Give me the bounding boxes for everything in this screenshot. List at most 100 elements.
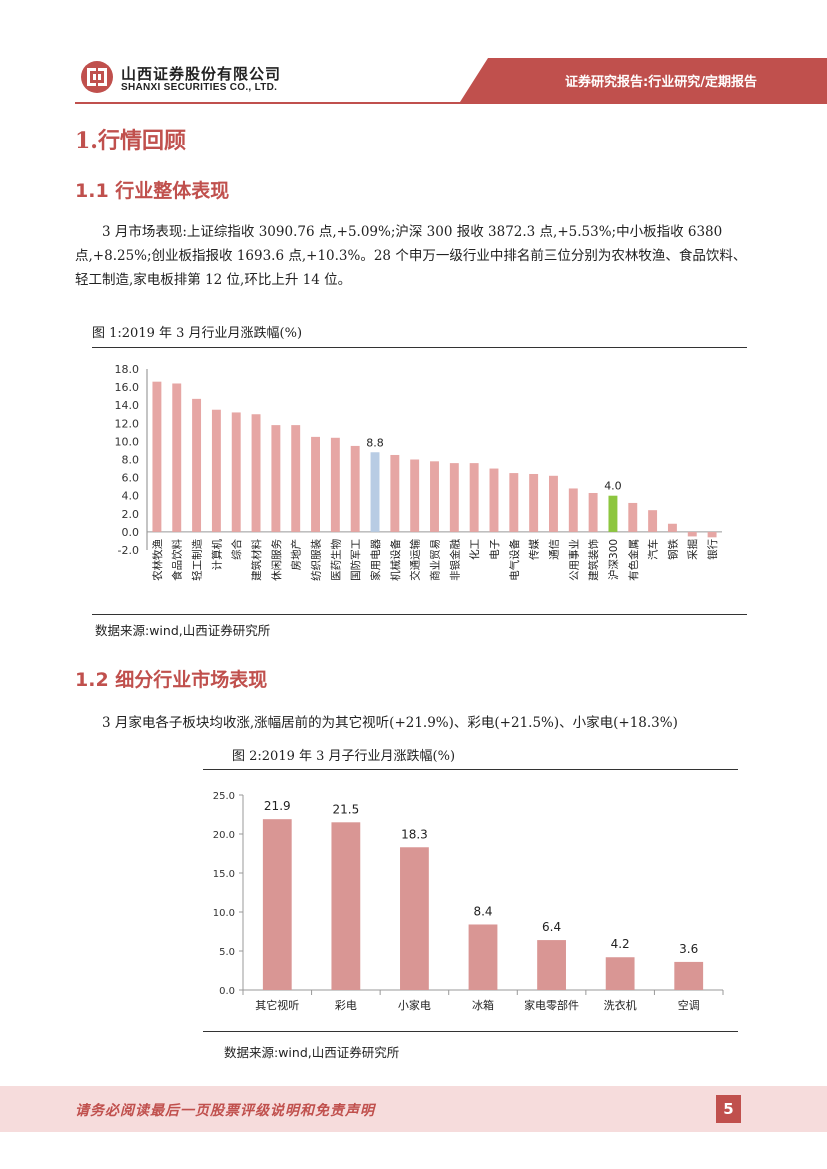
- bar: [588, 492, 598, 532]
- data-label: 3.6: [679, 942, 698, 956]
- bar: [410, 459, 420, 532]
- y-tick-label: 0.0: [219, 986, 235, 997]
- bar: [311, 436, 320, 532]
- company-logo-icon: [81, 61, 113, 93]
- x-tick-label: 电气设备: [508, 538, 521, 580]
- bar: [509, 473, 519, 532]
- x-tick-label: 房地产: [290, 539, 303, 571]
- x-tick-label: 电子: [488, 539, 501, 560]
- bar: [152, 381, 162, 532]
- bar: [370, 452, 380, 532]
- bar: [251, 414, 261, 532]
- x-tick-label: 商业贸易: [429, 539, 442, 581]
- figure1-caption: 图 1:2019 年 3 月行业月涨跌幅(%): [92, 326, 303, 341]
- data-label: 21.9: [264, 799, 291, 813]
- x-tick-label: 食品饮料: [171, 538, 184, 580]
- x-tick-label: 休闲服务: [270, 538, 283, 580]
- bar: [674, 961, 704, 990]
- bar: [568, 488, 578, 532]
- x-tick-label: 建筑材料: [250, 538, 263, 580]
- figure1-source: 数据来源:wind,山西证券研究所: [95, 623, 271, 638]
- data-label: 4.2: [611, 937, 630, 951]
- section-title: 1.行情回顾: [75, 128, 186, 154]
- paragraph-subsector: 3 月家电各子板块均收涨,涨幅居前的为其它视听(+21.9%)、彩电(+21.5…: [102, 715, 678, 731]
- x-tick-label: 机械设备: [389, 538, 402, 580]
- bar: [330, 437, 340, 532]
- y-tick-label: 12.0: [115, 417, 140, 430]
- x-tick-label: 有色金属: [627, 539, 640, 581]
- x-tick-label: 空调: [678, 998, 700, 1012]
- bar: [489, 468, 499, 532]
- bar: [430, 461, 439, 532]
- bar: [400, 847, 429, 990]
- footer-disclaimer: 请务必阅读最后一页股票评级说明和免责声明: [75, 1103, 375, 1119]
- figure2-source: 数据来源:wind,山西证券研究所: [224, 1045, 400, 1060]
- header-band: [460, 58, 827, 102]
- footer-band: [0, 1086, 827, 1132]
- y-tick-label: 18.0: [115, 363, 140, 376]
- data-label: 8.8: [366, 436, 384, 449]
- bar: [231, 412, 241, 532]
- figure2-top-rule: [203, 769, 738, 770]
- y-tick-label: 0.0: [122, 526, 140, 539]
- y-tick-label: 25.0: [213, 791, 235, 802]
- x-tick-label: 轻工制造: [191, 538, 204, 580]
- bar: [687, 531, 697, 537]
- x-tick-label: 农林牧渔: [151, 539, 164, 581]
- bar: [271, 425, 281, 532]
- x-tick-label: 家用电器: [369, 538, 382, 580]
- bar: [390, 454, 400, 532]
- page-number: 5: [716, 1095, 741, 1123]
- x-tick-label: 医药生物: [329, 539, 342, 581]
- x-tick-label: 彩电: [335, 999, 357, 1012]
- paragraph-market-overview: 3 月市场表现:上证综指收 3090.76 点,+5.09%;沪深 300 报收…: [75, 224, 747, 288]
- data-label: 6.4: [542, 920, 561, 934]
- subsection-title-1-1: 1.1 行业整体表现: [75, 180, 230, 202]
- x-tick-label: 小家电: [398, 998, 431, 1012]
- y-tick-label: 10.0: [213, 908, 235, 919]
- x-tick-label: 采掘: [686, 539, 699, 560]
- x-tick-label: 洗衣机: [604, 998, 637, 1012]
- bar: [648, 510, 658, 532]
- bar: [468, 924, 498, 990]
- bar: [192, 398, 202, 532]
- figure1-chart: 18.0 16.0 14.0 12.0 10.0 8.0 6.0 4.0 2.0 0.0 -2.0 农…: [115, 363, 722, 581]
- company-name-en: SHANXI SECURITIES CO., LTD.: [121, 82, 278, 93]
- figure1-top-rule: [92, 347, 747, 348]
- x-tick-label: 交通运输: [409, 538, 422, 580]
- y-tick-label: 15.0: [213, 869, 235, 880]
- x-tick-label: 钢铁: [666, 538, 679, 560]
- y-tick-label: 16.0: [115, 381, 140, 394]
- report-tag: 证券研究报告:行业研究/定期报告: [565, 75, 757, 90]
- bar: [172, 383, 182, 532]
- company-name-cn: 山西证券股份有限公司: [121, 65, 282, 83]
- x-tick-label: 非银金融: [448, 538, 461, 580]
- y-tick-label: 8.0: [122, 454, 140, 467]
- y-tick-label: 2.0: [122, 508, 140, 521]
- bar: [628, 502, 638, 532]
- y-tick-label: 4.0: [122, 490, 140, 503]
- x-tick-label: 汽车: [647, 539, 660, 560]
- bar: [262, 819, 292, 990]
- data-label: 8.4: [473, 904, 492, 918]
- x-tick-label: 国防军工: [349, 539, 362, 581]
- y-tick-label: 10.0: [115, 435, 140, 448]
- x-tick-label: 沪深300: [607, 539, 620, 580]
- bar: [707, 531, 717, 538]
- subsection-title-1-2: 1.2 细分行业市场表现: [75, 669, 268, 691]
- x-tick-label: 通信: [548, 539, 560, 560]
- figure1-bottom-rule: [92, 614, 747, 615]
- bar: [449, 463, 459, 532]
- bar: [350, 445, 360, 532]
- y-tick-label: 5.0: [219, 947, 235, 958]
- bar: [608, 495, 618, 532]
- data-label: 21.5: [332, 802, 359, 816]
- x-tick-label: 综合: [230, 538, 243, 560]
- figure2-caption: 图 2:2019 年 3 月子行业月涨跌幅(%): [232, 749, 456, 764]
- header-rule: [75, 102, 827, 104]
- bar: [331, 822, 361, 990]
- x-tick-label: 家电零部件: [524, 998, 579, 1012]
- y-tick-label: 6.0: [122, 472, 140, 485]
- bar: [529, 473, 539, 532]
- bar: [537, 940, 566, 990]
